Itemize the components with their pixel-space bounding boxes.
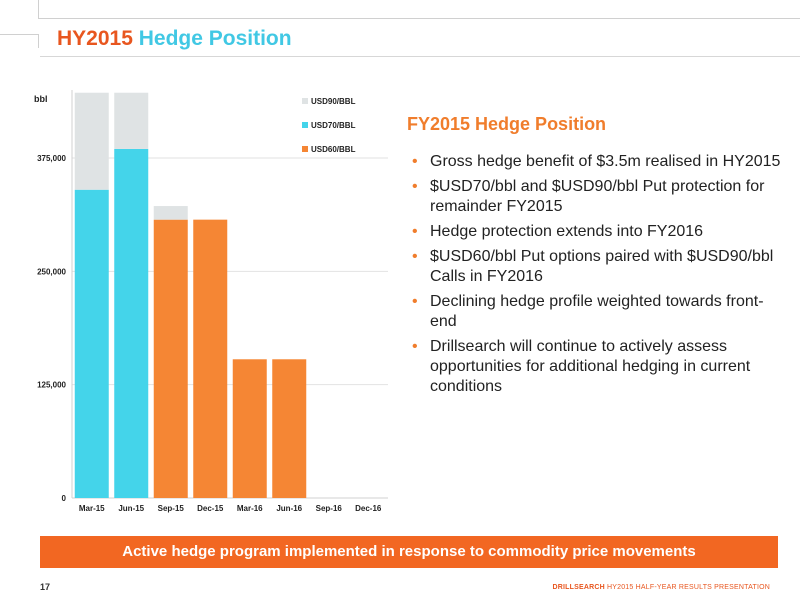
x-tick-label: Sep-15 [158,504,185,513]
footer-brand: DRILLSEARCH [552,584,605,591]
y-axis-label: bbl [34,94,48,104]
x-tick-label: Dec-16 [355,504,382,513]
bullet-text: Drillsearch will continue to actively as… [430,338,751,395]
right-panel-title: FY2015 Hedge Position [407,114,607,134]
bullet-item: • Declining hedge profile weighted toward… [410,292,790,332]
bullet-item: • $USD60/bbl Put options paired with $USD… [410,247,790,287]
legend-label: USD90/BBL [311,97,356,106]
hedge-position-chart: 0 125,000 250,000 375,000 bbl Mar-15 Jun-15 Sep… [34,90,388,513]
footer-text: HY2015 HALF-YEAR RESULTS PRESENTATION [607,584,770,591]
footer: DRILLSEARCH HY2015 HALF-YEAR RESULTS PRE… [552,584,770,591]
legend-label: USD60/BBL [311,145,356,154]
bar-usd90-bbl [74,92,109,190]
y-tick-label: 125,000 [37,381,66,390]
title-divider [40,56,800,57]
bullet-text: Declining hedge profile weighted towards… [430,293,764,330]
bar-usd70-bbl [114,148,149,498]
bullet-icon: • [412,248,418,265]
legend-swatch [302,146,308,152]
bullet-icon: • [412,223,418,240]
bullet-text: Gross hedge benefit of $3.5m realised in… [430,153,781,170]
bullet-item: • Hedge protection extends into FY2016 [410,222,790,242]
bar-usd60-bbl [272,359,307,498]
bullet-item: • Gross hedge benefit of $3.5m realised i… [410,152,790,172]
y-tick-label: 250,000 [37,267,66,276]
legend-label: USD70/BBL [311,121,356,130]
bullet-item: • Drillsearch will continue to actively a… [410,337,790,397]
bar-usd90-bbl [153,206,188,220]
x-tick-label: Mar-16 [237,504,263,513]
x-tick-label: Dec-15 [197,504,224,513]
bullet-text: Hedge protection extends into FY2016 [430,223,704,240]
bullet-text: $USD60/bbl Put options paired with $USD9… [430,248,774,285]
bar-usd60-bbl [153,219,188,499]
page-title-year: HY2015 [57,27,133,50]
bullet-icon: • [412,178,418,195]
bullet-icon: • [412,293,418,310]
x-tick-label: Mar-15 [79,504,105,513]
frame-line-vertical-lower [38,34,39,48]
bullet-text: $USD70/bbl and $USD90/bbl Put protection… [430,178,765,215]
banner: Active hedge program implemented in resp… [40,536,778,568]
bar-usd70-bbl [74,189,109,498]
bar-usd60-bbl [193,219,228,499]
bullet-list: • Gross hedge benefit of $3.5m realised i… [410,152,790,402]
page-title: HY2015 Hedge Position [57,27,292,51]
bar-usd60-bbl [232,359,267,498]
page-title-text: Hedge Position [138,27,292,50]
bullet-icon: • [412,153,418,170]
frame-line-top [38,18,800,19]
page-number: 17 [40,582,51,592]
x-tick-label: Jun-16 [276,504,302,513]
x-tick-label: Jun-15 [118,504,144,513]
legend-swatch [302,122,308,128]
legend-swatch [302,98,308,104]
bullet-item: • $USD70/bbl and $USD90/bbl Put protectio… [410,177,790,217]
frame-line-left [0,34,38,35]
x-tick-label: Sep-16 [316,504,343,513]
frame-line-vertical [38,0,39,19]
bullet-icon: • [412,338,418,355]
y-tick-label: 0 [62,494,67,503]
y-tick-label: 375,000 [37,154,66,163]
bar-usd90-bbl [114,92,149,149]
